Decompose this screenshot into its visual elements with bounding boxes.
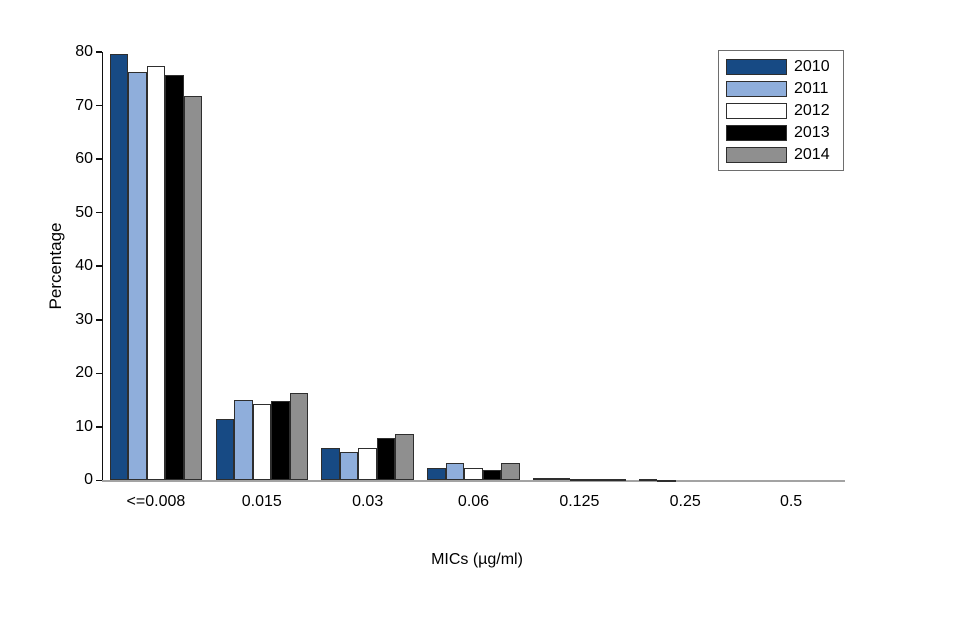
x-tick-label: 0.25 bbox=[669, 493, 701, 510]
bar-2010-0.06 bbox=[427, 467, 446, 481]
legend-swatch-2013 bbox=[726, 124, 787, 141]
x-axis-title: MICs (µg/ml) bbox=[431, 551, 523, 568]
bar-2010-0.03 bbox=[321, 448, 340, 481]
legend-entry-2010: 2010 bbox=[726, 58, 837, 75]
bar-2014-0.06 bbox=[501, 463, 520, 481]
y-tick-mark bbox=[95, 158, 102, 160]
x-tick-label: <=0.008 bbox=[126, 493, 186, 510]
legend-label-2010: 2010 bbox=[794, 58, 830, 75]
bar-2010-0.25 bbox=[638, 479, 658, 482]
legend-entry-2014: 2014 bbox=[726, 146, 837, 163]
legend-label-2014: 2014 bbox=[794, 146, 830, 163]
x-axis-line bbox=[101, 479, 845, 482]
bar-2010-<=0.008 bbox=[109, 53, 129, 481]
bar-2012-0.015 bbox=[252, 404, 272, 481]
legend-label-2013: 2013 bbox=[794, 124, 830, 141]
y-tick-label: 20 bbox=[75, 364, 93, 382]
legend-entry-2013: 2013 bbox=[726, 124, 837, 141]
legend-swatch-2012 bbox=[726, 102, 787, 119]
bar-2014-<=0.008 bbox=[183, 96, 203, 481]
bar-2011-0.25 bbox=[657, 479, 676, 482]
y-axis-line bbox=[101, 52, 104, 481]
y-tick-label: 0 bbox=[84, 471, 93, 489]
legend-swatch-2011 bbox=[726, 80, 787, 97]
y-tick-mark bbox=[95, 211, 102, 214]
y-tick-label: 50 bbox=[75, 203, 93, 221]
bar-2014-0.03 bbox=[395, 434, 414, 481]
y-tick-mark bbox=[95, 265, 102, 267]
x-tick-label: 0.125 bbox=[559, 493, 600, 510]
x-tick-label: 0.03 bbox=[352, 493, 384, 510]
bar-2011-0.03 bbox=[339, 452, 359, 481]
bar-2012-<=0.008 bbox=[146, 66, 166, 481]
y-tick-mark bbox=[95, 318, 102, 321]
y-tick-label: 70 bbox=[75, 96, 93, 114]
y-tick-label: 60 bbox=[75, 150, 93, 168]
bar-2011-0.125 bbox=[551, 478, 571, 481]
bar-2013-0.06 bbox=[482, 470, 502, 481]
y-tick-label: 40 bbox=[75, 257, 93, 275]
y-tick-mark bbox=[95, 479, 102, 482]
bar-2014-0.015 bbox=[289, 392, 309, 481]
y-tick-mark bbox=[95, 104, 102, 107]
bar-2013-0.125 bbox=[588, 479, 608, 482]
legend-entry-2011: 2011 bbox=[726, 80, 837, 97]
bar-2012-0.125 bbox=[570, 479, 589, 482]
bar-2013-<=0.008 bbox=[165, 75, 184, 481]
legend-label-2011: 2011 bbox=[794, 80, 829, 97]
bar-2013-0.015 bbox=[271, 400, 290, 481]
x-tick-label: 0.5 bbox=[779, 493, 803, 510]
legend-label-2012: 2012 bbox=[794, 102, 830, 119]
y-tick-label: 10 bbox=[75, 417, 93, 435]
bar-2013-0.03 bbox=[376, 438, 396, 481]
bar-2011-0.06 bbox=[445, 463, 465, 481]
bar-2014-0.125 bbox=[607, 479, 626, 482]
legend-entry-2012: 2012 bbox=[726, 102, 837, 119]
y-tick-mark bbox=[95, 372, 102, 375]
y-tick-mark bbox=[95, 51, 102, 53]
y-tick-label: 80 bbox=[75, 43, 93, 60]
bar-2011-<=0.008 bbox=[128, 72, 147, 481]
x-tick-label: 0.015 bbox=[241, 493, 282, 510]
bar-2012-0.03 bbox=[358, 448, 377, 481]
legend-swatch-2010 bbox=[726, 58, 787, 75]
y-tick-mark bbox=[95, 426, 102, 428]
bar-2010-0.125 bbox=[533, 478, 552, 481]
legend: 2010 2011 2012 2013 2014 bbox=[718, 50, 844, 171]
x-tick-label: 0.06 bbox=[457, 493, 490, 510]
bar-2010-0.015 bbox=[215, 419, 235, 481]
legend-swatch-2014 bbox=[726, 146, 787, 163]
y-tick-label: 30 bbox=[75, 310, 93, 328]
bar-2012-0.06 bbox=[464, 468, 483, 481]
bar-2011-0.015 bbox=[234, 399, 253, 481]
